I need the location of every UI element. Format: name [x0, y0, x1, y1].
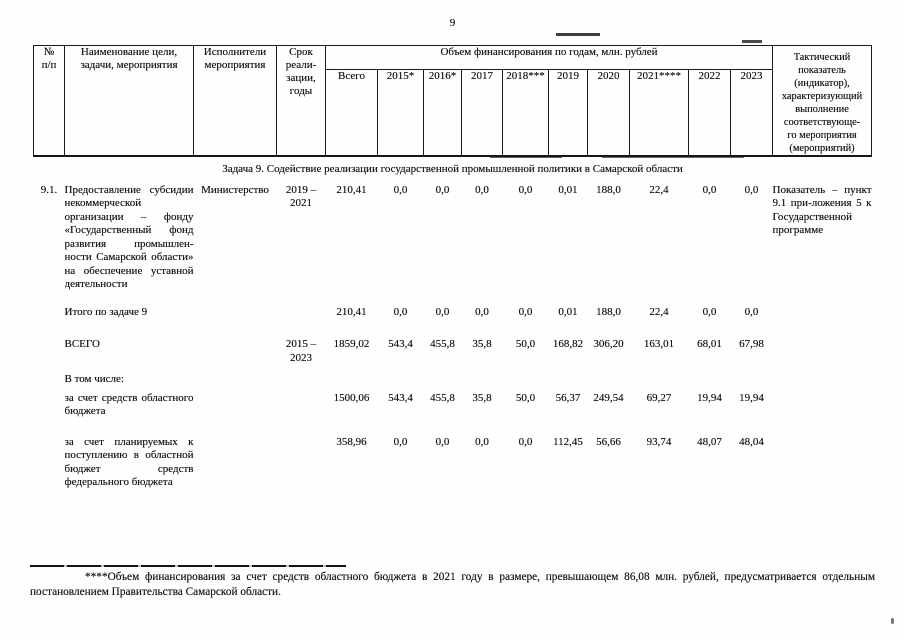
- value-2023: 48,04: [739, 435, 764, 448]
- header-year-total: Всего: [325, 68, 378, 157]
- scan-artifact: [490, 155, 562, 158]
- value-2015: 0,0: [393, 305, 408, 318]
- value-total: 358,96: [336, 435, 367, 448]
- value-2021: 93,74: [646, 435, 672, 448]
- value-2020: 188,0: [596, 305, 621, 318]
- value-2018: 0,0: [518, 435, 533, 448]
- value-2016: 0,0: [435, 435, 450, 448]
- header-indicator: Тактический показатель (индикатор), хара…: [772, 45, 873, 157]
- value-2020: 249,54: [593, 391, 624, 404]
- row-label: В том числе:: [64, 373, 124, 385]
- footnote-text: ****Объем финансирования за счет средств…: [30, 571, 875, 598]
- value-2022: 68,01: [697, 338, 722, 350]
- row-label: за счет средств областного бюджета: [64, 391, 194, 418]
- value-2016: 0,0: [435, 305, 450, 318]
- table-row-federal-budget: за счет планируемых к поступлению в обла…: [34, 419, 872, 490]
- financing-table: № п/п Наименование цели, задачи, меропри…: [33, 45, 873, 490]
- row-period: 2019 – 2021: [285, 183, 317, 210]
- page-number: 9: [449, 17, 456, 29]
- value-2017: 35,8: [472, 338, 492, 350]
- value-2022: 19,94: [697, 391, 722, 404]
- row-name: Предоставление субсидии некоммерческой о…: [64, 183, 194, 291]
- header-funding-group: Объем финансирования по годам, млн. рубл…: [324, 45, 774, 70]
- value-2023: 19,94: [739, 391, 764, 404]
- row-label: ВСЕГО: [64, 338, 100, 350]
- scan-artifact: [742, 40, 762, 43]
- section-row-task9: Задача 9. Содействие реализации государс…: [34, 156, 872, 182]
- row-period: 2015 – 2023: [285, 338, 317, 364]
- value-2020: 306,20: [593, 338, 624, 350]
- footnote-rule: [30, 565, 346, 567]
- value-2019: 0,01: [558, 305, 578, 318]
- header-year-2018: 2018***: [502, 68, 549, 157]
- value-total: 210,41: [336, 305, 367, 318]
- header-year-2019: 2019: [548, 68, 588, 157]
- value-2015: 0,0: [393, 435, 408, 448]
- value-2019: 0,01: [558, 183, 578, 196]
- header-year-2023: 2023: [729, 68, 774, 157]
- value-2019: 168,82: [552, 338, 584, 350]
- value-2015: 543,4: [388, 338, 413, 350]
- value-2022: 0,0: [702, 183, 717, 196]
- value-2021: 163,01: [643, 338, 675, 350]
- value-total: 1500,06: [333, 391, 370, 404]
- value-total: 1859,02: [333, 338, 370, 350]
- section-title: Задача 9. Содействие реализации государс…: [222, 163, 683, 175]
- value-2015: 0,0: [393, 183, 408, 196]
- value-2023: 67,98: [739, 338, 764, 350]
- header-year-2022: 2022: [688, 68, 731, 157]
- value-2019: 56,37: [555, 391, 581, 404]
- table-row-total-all: ВСЕГО 2015 – 2023 1859,02 543,4 455,8 35…: [34, 319, 872, 365]
- value-2018: 0,0: [518, 305, 533, 318]
- header-year-2016: 2016*: [423, 68, 462, 157]
- header-year-2015: 2015*: [377, 68, 424, 157]
- value-2021: 69,27: [646, 391, 672, 404]
- header-period: Срок реали- зации, годы: [276, 45, 326, 157]
- value-2016: 0,0: [435, 183, 450, 196]
- footnote: ****Объем финансирования за счет средств…: [30, 565, 875, 600]
- header-year-2017: 2017: [461, 68, 503, 157]
- header-name: Наименование цели, задачи, мероприятия: [64, 45, 194, 157]
- row-label: Итого по задаче 9: [64, 305, 148, 318]
- row-executor: Министерство: [201, 183, 269, 196]
- value-2020: 56,66: [596, 435, 621, 448]
- value-2016: 455,8: [430, 338, 455, 350]
- row-number: 9.1.: [40, 183, 58, 196]
- value-2016: 455,8: [430, 391, 455, 404]
- value-2022: 48,07: [697, 435, 722, 448]
- value-total: 210,41: [336, 183, 367, 196]
- value-2017: 0,0: [475, 305, 489, 318]
- value-2018: 0,0: [518, 183, 533, 196]
- scan-artifact: [556, 33, 600, 36]
- value-2019: 112,45: [553, 435, 583, 448]
- value-2017: 0,0: [475, 183, 489, 196]
- header-executor: Исполнители мероприятия: [193, 45, 277, 157]
- row-indicator: Показатель – пункт 9.1 при-ложения 5 к Г…: [772, 183, 872, 237]
- row-label: за счет планируемых к поступлению в обла…: [64, 435, 194, 489]
- header-year-2021: 2021****: [629, 68, 689, 157]
- table-row-9-1: 9.1. Предоставление субсидии некоммерчес…: [34, 182, 872, 292]
- header-year-2020: 2020: [587, 68, 630, 157]
- value-2023: 0,0: [744, 183, 759, 196]
- value-2017: 35,8: [472, 391, 492, 404]
- value-2018: 50,0: [515, 338, 536, 350]
- value-2021: 22,4: [649, 183, 669, 196]
- value-2017: 0,0: [475, 435, 489, 448]
- table-row-oblast-budget: за счет средств областного бюджета 1500,…: [34, 387, 872, 419]
- header-num: № п/п: [33, 45, 65, 157]
- value-2023: 0,0: [744, 305, 759, 318]
- value-2020: 188,0: [596, 183, 621, 196]
- value-2018: 50,0: [515, 391, 536, 404]
- scan-artifact: [602, 155, 744, 158]
- scan-artifact: [891, 618, 894, 624]
- value-2015: 543,4: [388, 391, 413, 404]
- value-2021: 22,4: [649, 305, 669, 318]
- value-2022: 0,0: [702, 305, 717, 318]
- table-row-total-task9: Итого по задаче 9 210,41 0,0 0,0 0,0 0,0…: [34, 292, 872, 320]
- table-row-including: В том числе:: [34, 365, 872, 387]
